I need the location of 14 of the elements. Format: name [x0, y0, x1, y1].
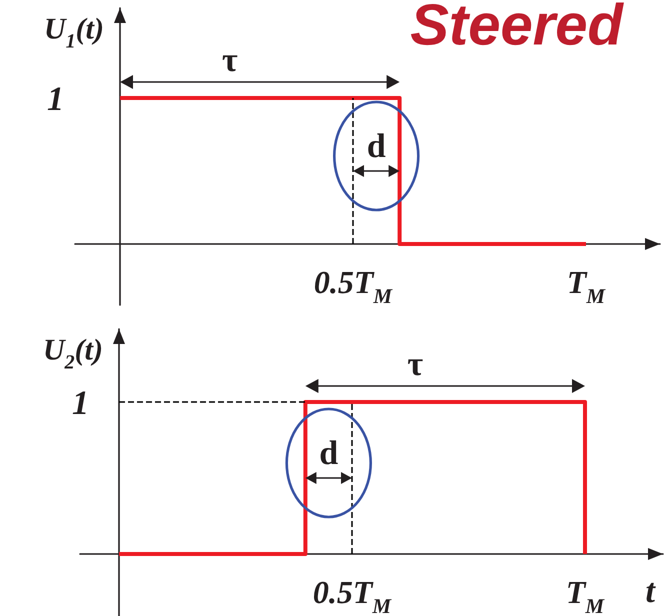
annotation: d [319, 434, 338, 472]
x-tick-label: 0.5T$_{M}$ [314, 264, 394, 308]
x-tick-label: T$_{M}$ [566, 574, 606, 616]
y-axis-title: U$_{2}$(t) [43, 334, 103, 374]
x-axis-title: t [646, 572, 657, 610]
y-axis-title: U$_{1}$(t) [44, 12, 104, 52]
x-tick-label: T$_{M}$ [566, 264, 606, 308]
text: τ [222, 42, 238, 79]
annotation: d [366, 128, 386, 165]
text: 1 [72, 384, 89, 422]
text: 1 [47, 80, 64, 118]
x-tick-label: 0.5T$_{M}$ [312, 574, 392, 616]
chart-title: Steered [410, 0, 625, 58]
text: τ [407, 346, 424, 383]
